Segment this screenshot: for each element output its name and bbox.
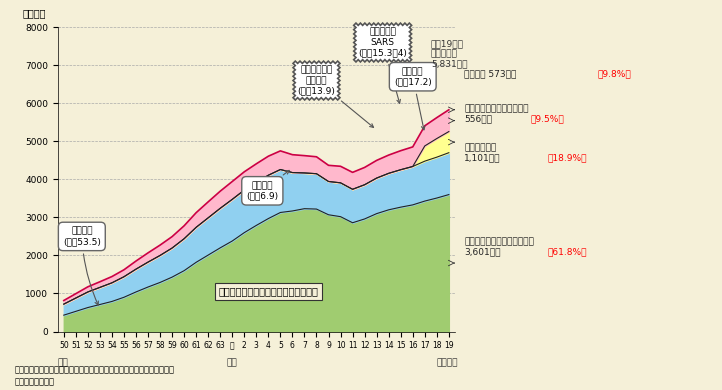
Text: （9.5%）: （9.5%） [531, 114, 565, 124]
Text: 中部開港
(平成17.2): 中部開港 (平成17.2) [394, 67, 432, 130]
Text: （万人）: （万人） [22, 8, 45, 18]
Text: （注）関西国際空港開港以前は、大阪国際空港における旅客数を示す。: （注）関西国際空港開港以前は、大阪国際空港における旅客数を示す。 [14, 365, 175, 374]
Text: 平成19年度
旅客数合計
5,831万人: 平成19年度 旅客数合計 5,831万人 [431, 39, 467, 69]
Text: （年度）: （年度） [437, 358, 458, 367]
Text: 中部国際空港・名古屋空港: 中部国際空港・名古屋空港 [464, 105, 529, 114]
Text: 成田国際空港・東京国際空港: 成田国際空港・東京国際空港 [464, 237, 534, 246]
Text: 資料）国土交通省: 資料）国土交通省 [14, 377, 54, 386]
Text: 556万人: 556万人 [464, 114, 492, 124]
Text: 昭和: 昭和 [58, 358, 69, 367]
Text: （61.8%）: （61.8%） [547, 247, 587, 256]
Text: （18.9%）: （18.9%） [547, 153, 587, 163]
Text: アメリカ同時
多発テロ
(平成13.9): アメリカ同時 多発テロ (平成13.9) [297, 66, 373, 128]
Text: 関西国際空港: 関西国際空港 [464, 144, 497, 153]
Text: 国際航空旅客数の推移（単位：万人）: 国際航空旅客数の推移（単位：万人） [219, 287, 318, 296]
Text: 平成: 平成 [226, 358, 237, 367]
Text: 成田開港
(昭和53.5): 成田開港 (昭和53.5) [63, 227, 101, 305]
Text: 関空開港
(平成6.9): 関空開港 (平成6.9) [246, 170, 290, 200]
Text: （9.8%）: （9.8%） [598, 69, 632, 79]
Text: 地方空港 573万人: 地方空港 573万人 [464, 69, 517, 79]
Text: イラク戦争
SARS
(平成15.3～4): イラク戦争 SARS (平成15.3～4) [358, 28, 407, 103]
Text: 3,601万人: 3,601万人 [464, 247, 501, 256]
Text: 1,101万人: 1,101万人 [464, 153, 501, 163]
